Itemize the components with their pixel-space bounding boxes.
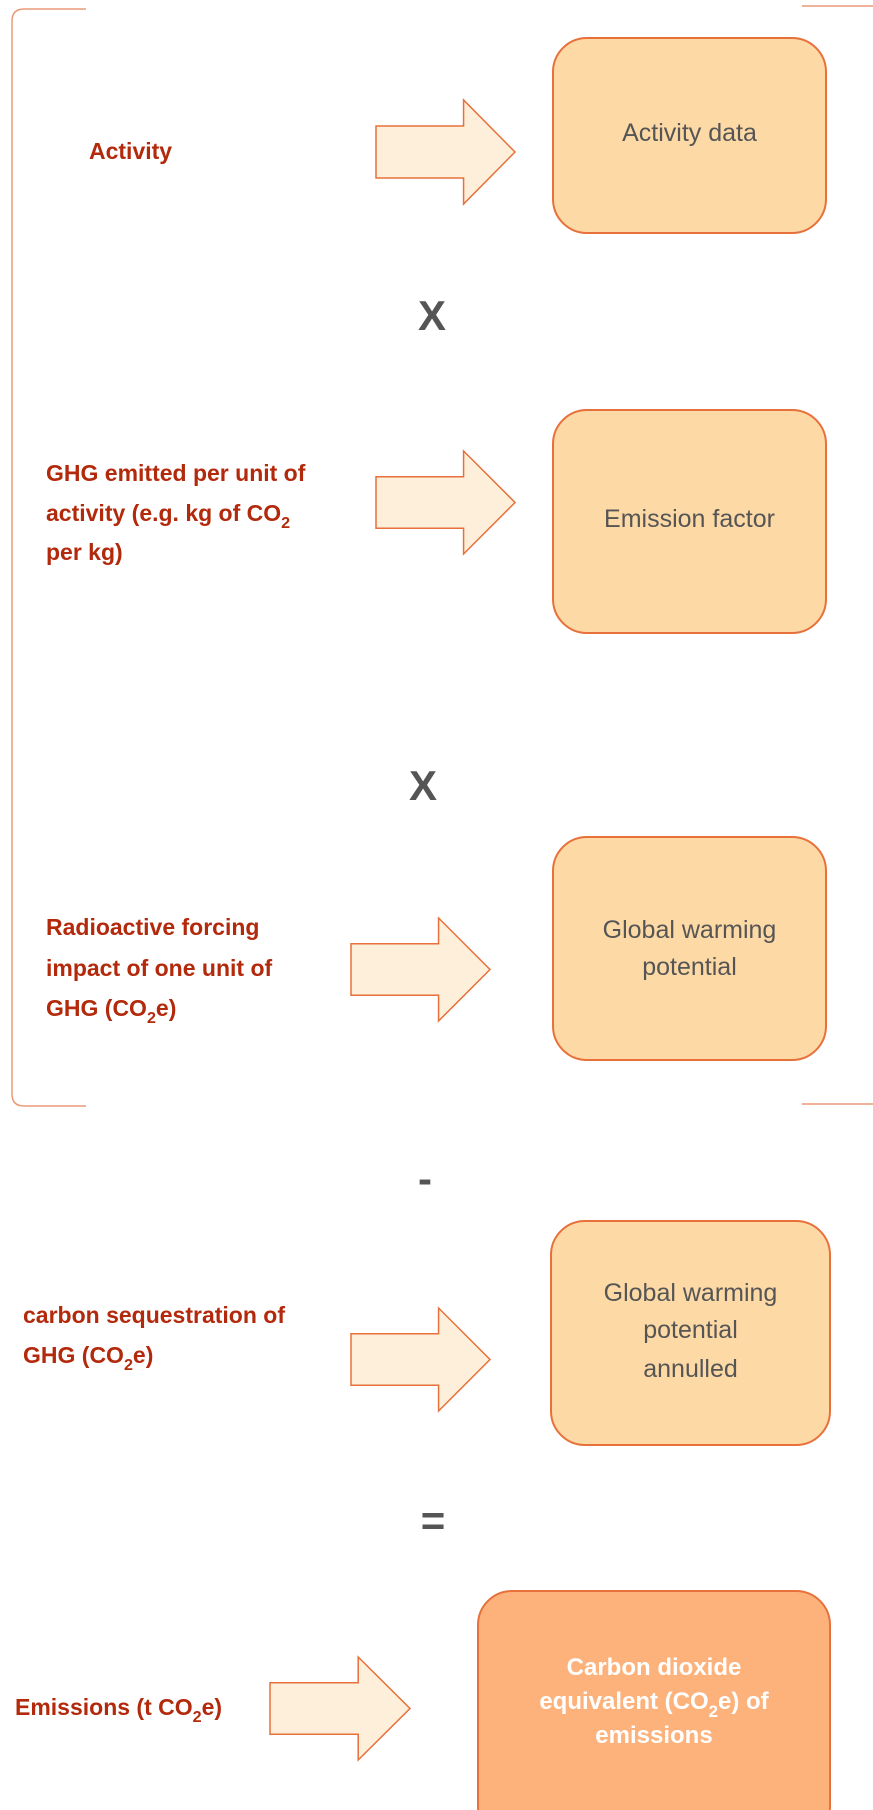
box-line: potential [643, 1316, 738, 1344]
operator: = [421, 1497, 446, 1544]
text-part: e) of [718, 1688, 770, 1715]
subscript: 2 [124, 1356, 133, 1374]
label-line: Radioactive forcing [46, 914, 259, 940]
text-part: Global warming [603, 916, 777, 944]
text-part: e) [156, 995, 176, 1021]
text-part: Carbon dioxide [567, 1654, 742, 1681]
box [552, 836, 827, 1061]
arrow [269, 1655, 412, 1762]
text-part: Emissions (t CO [15, 1694, 193, 1720]
box-line: Global warming [604, 1279, 778, 1307]
left-bracket [11, 8, 86, 1107]
text-part: e) [202, 1694, 222, 1720]
text-part: GHG (CO [46, 995, 147, 1021]
label-line: GHG (CO2e) [46, 995, 176, 1027]
text-part: Emission factor [604, 505, 775, 533]
box [552, 37, 827, 234]
text-part: carbon sequestration of [23, 1302, 285, 1328]
text-part: Activity data [622, 119, 757, 147]
text-part: GHG emitted per unit of [46, 460, 306, 486]
label-line: per kg) [46, 539, 123, 565]
box-line: emissions [595, 1722, 712, 1749]
text-part: GHG (CO [23, 1342, 124, 1368]
box [552, 409, 827, 634]
box-line: Global warming [603, 916, 777, 944]
arrow [375, 98, 517, 206]
box-line: potential [642, 953, 737, 981]
subscript: 2 [281, 514, 290, 532]
text-part: potential [643, 1316, 738, 1344]
text-part: emissions [595, 1722, 712, 1749]
box-line: Carbon dioxide [567, 1654, 742, 1681]
text-part: annulled [643, 1355, 738, 1383]
label-line: GHG emitted per unit of [46, 460, 306, 486]
text-part: equivalent (CO [539, 1688, 708, 1715]
label-line: Activity [89, 138, 172, 164]
box-line: annulled [643, 1355, 738, 1383]
subscript: 2 [709, 1702, 718, 1721]
label-line: impact of one unit of [46, 955, 272, 981]
operator: - [418, 1155, 432, 1202]
label-line: Emissions (t CO2e) [15, 1694, 222, 1726]
text-part: Global warming [604, 1279, 778, 1307]
box [550, 1220, 831, 1446]
box-line: equivalent (CO2e) of [539, 1688, 769, 1721]
box [477, 1590, 831, 1810]
operator: X [409, 762, 437, 809]
text-part: per kg) [46, 539, 123, 565]
text-part: Radioactive forcing [46, 914, 259, 940]
text-part: Activity [89, 138, 172, 164]
box-line: Activity data [622, 119, 757, 147]
box-line: Emission factor [604, 505, 775, 533]
text-part: impact of one unit of [46, 955, 272, 981]
arrow [350, 916, 492, 1023]
subscript: 2 [147, 1009, 156, 1027]
arrow [350, 1306, 492, 1413]
label-line: carbon sequestration of [23, 1302, 285, 1328]
text-part: activity (e.g. kg of CO [46, 500, 281, 526]
operator: X [418, 292, 446, 339]
label-line: activity (e.g. kg of CO2 [46, 500, 290, 532]
subscript: 2 [193, 1708, 202, 1726]
label-line: GHG (CO2e) [23, 1342, 153, 1374]
text-part: potential [642, 953, 737, 981]
text-part: e) [133, 1342, 153, 1368]
arrow [375, 449, 517, 556]
